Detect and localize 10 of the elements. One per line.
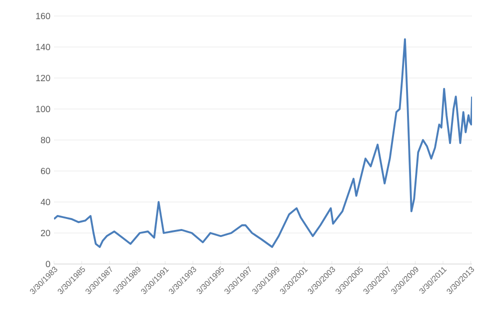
y-tick-label: 20 [40, 230, 50, 236]
y-tick-label: 140 [36, 44, 50, 50]
line-series [54, 38, 472, 248]
y-tick-label: 60 [40, 168, 50, 174]
y-tick-label: 0 [46, 260, 50, 268]
y-tick-label: 100 [36, 106, 50, 112]
y-tick-label: 120 [36, 74, 50, 82]
y-tick-label: 40 [40, 198, 50, 206]
y-tick-label: 80 [40, 136, 50, 144]
y-tick-label: 160 [36, 12, 50, 20]
